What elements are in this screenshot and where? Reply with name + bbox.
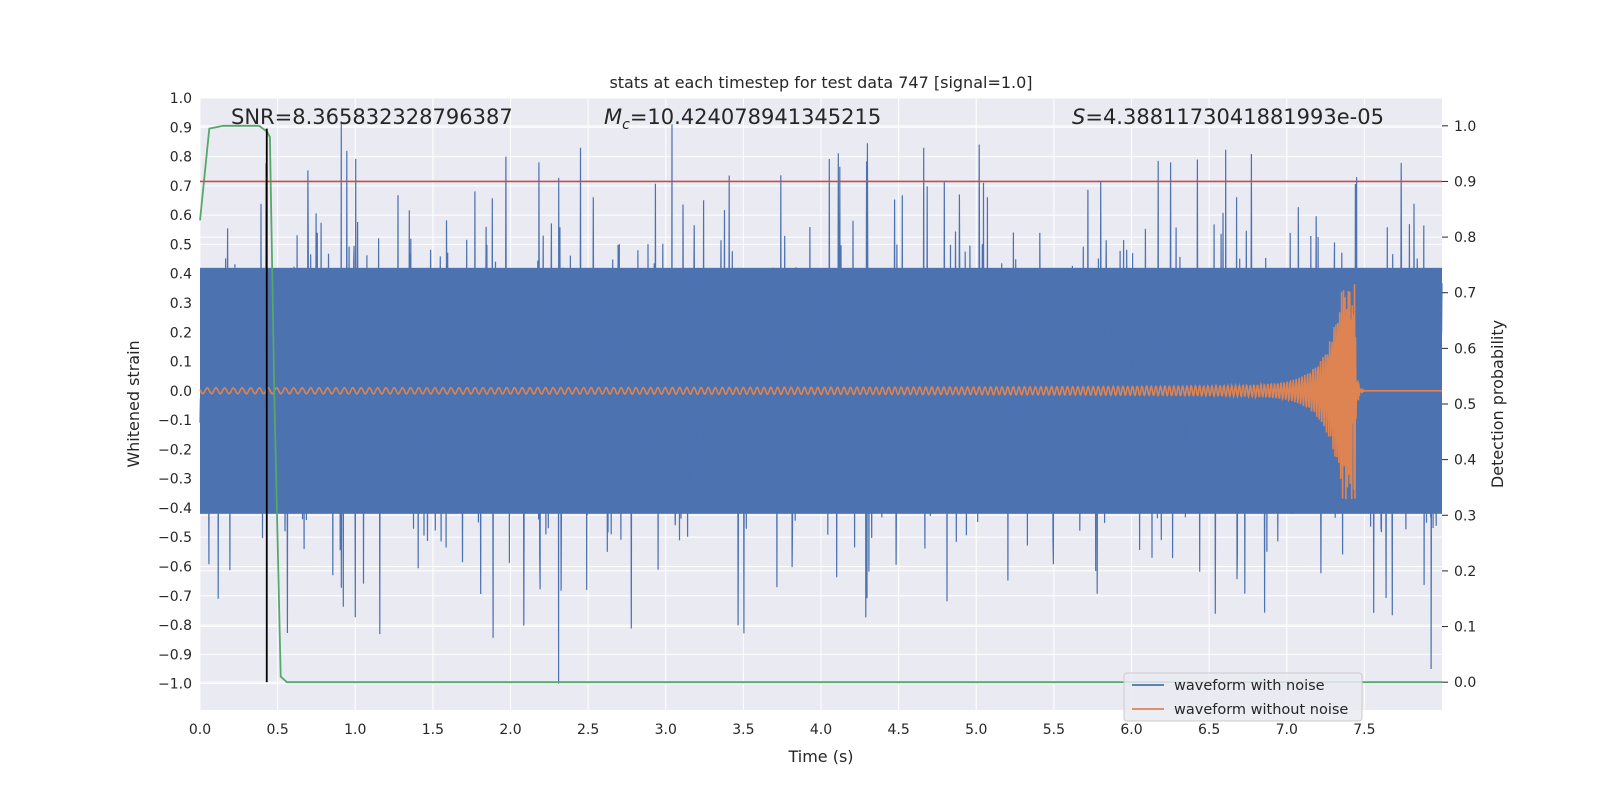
s-symbol: S bbox=[1072, 105, 1085, 129]
y-tick-label-left: −0.8 bbox=[158, 618, 192, 634]
x-tick-label: 7.0 bbox=[1276, 722, 1298, 738]
y-tick-label-left: 0.7 bbox=[170, 179, 192, 195]
noise-line bbox=[199, 121, 1443, 684]
series-detection-probability bbox=[199, 124, 1442, 684]
y-tick-label-right: 0.3 bbox=[1454, 508, 1476, 524]
s-value: =4.3881173041881993e-05 bbox=[1085, 105, 1384, 129]
y-tick-label-left: 0.1 bbox=[170, 355, 192, 371]
x-tick-label: 4.5 bbox=[887, 722, 909, 738]
y-tick-label-right: 0.5 bbox=[1454, 397, 1476, 413]
y-tick-label-left: −0.3 bbox=[158, 472, 192, 488]
y-axis-label-right: Detection probability bbox=[1488, 320, 1507, 488]
y-ticks-right: 1.0 0.9 0.8 0.7 0.6 0.5 0.4 0.3 0.2 0.1 0.0 bbox=[1442, 119, 1476, 691]
y-tick-label-right: 0.1 bbox=[1454, 620, 1476, 636]
y-tick-label-right: 0.0 bbox=[1454, 675, 1476, 691]
snr-annotation: SNR=8.365832328796387 bbox=[231, 105, 513, 129]
y-tick-label-left: 0.8 bbox=[170, 150, 192, 166]
x-tick-label: 2.0 bbox=[499, 722, 521, 738]
x-tick-label: 3.5 bbox=[732, 722, 754, 738]
x-tick-label: 0.5 bbox=[266, 722, 288, 738]
x-tick-label: 6.0 bbox=[1120, 722, 1142, 738]
y-tick-label-left: 0.0 bbox=[170, 384, 192, 400]
y-tick-label-left: −1.0 bbox=[158, 677, 192, 693]
y-axis-label-left: Whitened strain bbox=[124, 340, 143, 467]
y-tick-label-right: 0.4 bbox=[1454, 453, 1476, 469]
y-tick-label-left: 0.9 bbox=[170, 120, 192, 136]
s-annotation: S=4.3881173041881993e-05 bbox=[1072, 105, 1384, 129]
y-tick-label-left: 0.4 bbox=[170, 267, 192, 283]
x-tick-label: 4.0 bbox=[810, 722, 832, 738]
y-tick-label-left: −0.2 bbox=[158, 442, 192, 458]
y-tick-label-left: 0.5 bbox=[170, 237, 192, 253]
x-tick-label: 1.5 bbox=[422, 722, 444, 738]
chirp-mass-value: =10.424078941345215 bbox=[630, 105, 881, 129]
y-tick-label-right: 0.9 bbox=[1454, 174, 1476, 190]
y-tick-label-left: −0.5 bbox=[158, 530, 192, 546]
y-tick-label-left: −0.9 bbox=[158, 647, 192, 663]
x-tick-label: 1.0 bbox=[344, 722, 366, 738]
legend-label-noise: waveform with noise bbox=[1174, 678, 1325, 694]
y-tick-label-right: 0.8 bbox=[1454, 230, 1476, 246]
x-axis-label: Time (s) bbox=[787, 747, 853, 766]
y-tick-label-left: 0.3 bbox=[170, 296, 192, 312]
reference-lines bbox=[200, 128, 1442, 683]
y-tick-label-right: 0.6 bbox=[1454, 341, 1476, 357]
x-tick-label: 0.0 bbox=[189, 722, 211, 738]
y-tick-label-left: 0.2 bbox=[170, 325, 192, 341]
series-waveform-without-noise bbox=[199, 284, 1442, 500]
probability-line bbox=[199, 124, 1442, 684]
chirp-mass-symbol: M bbox=[604, 105, 622, 129]
x-tick-label: 3.0 bbox=[655, 722, 677, 738]
x-tick-label: 6.5 bbox=[1198, 722, 1220, 738]
y-tick-label-right: 0.2 bbox=[1454, 564, 1476, 580]
legend-label-clean: waveform without noise bbox=[1174, 702, 1348, 718]
y-tick-label-left: −0.1 bbox=[158, 413, 192, 429]
y-tick-label-right: 1.0 bbox=[1454, 119, 1476, 135]
chirp-mass-annotation: Mc=10.424078941345215 bbox=[604, 105, 881, 133]
chart-title: stats at each timestep for test data 747… bbox=[609, 73, 1032, 92]
x-tick-label: 7.5 bbox=[1353, 722, 1375, 738]
clean-line bbox=[199, 284, 1442, 500]
y-tick-label-left: −0.6 bbox=[158, 560, 192, 576]
x-ticks: 0.0 0.5 1.0 1.5 2.0 2.5 3.0 3.5 4.0 4.5 5.0 5.5 6.0 6… bbox=[189, 722, 1376, 738]
chirp-mass-subscript: c bbox=[622, 117, 630, 133]
legend: waveform with noise waveform without noi… bbox=[1123, 672, 1363, 722]
x-tick-label: 2.5 bbox=[577, 722, 599, 738]
y-tick-label-left: −0.4 bbox=[158, 501, 192, 517]
x-tick-label: 5.5 bbox=[1043, 722, 1065, 738]
y-tick-label-right: 0.7 bbox=[1454, 286, 1476, 302]
y-tick-label-left: −0.7 bbox=[158, 589, 192, 605]
y-ticks-left: 1.0 0.9 0.8 0.7 0.6 0.5 0.4 0.3 0.2 0.1 0.0 −0.1 −0.… bbox=[158, 91, 192, 693]
legend-box bbox=[1123, 672, 1363, 722]
y-tick-label-left: 1.0 bbox=[170, 91, 192, 107]
x-tick-label: 5.0 bbox=[965, 722, 987, 738]
y-tick-label-left: 0.6 bbox=[170, 208, 192, 224]
